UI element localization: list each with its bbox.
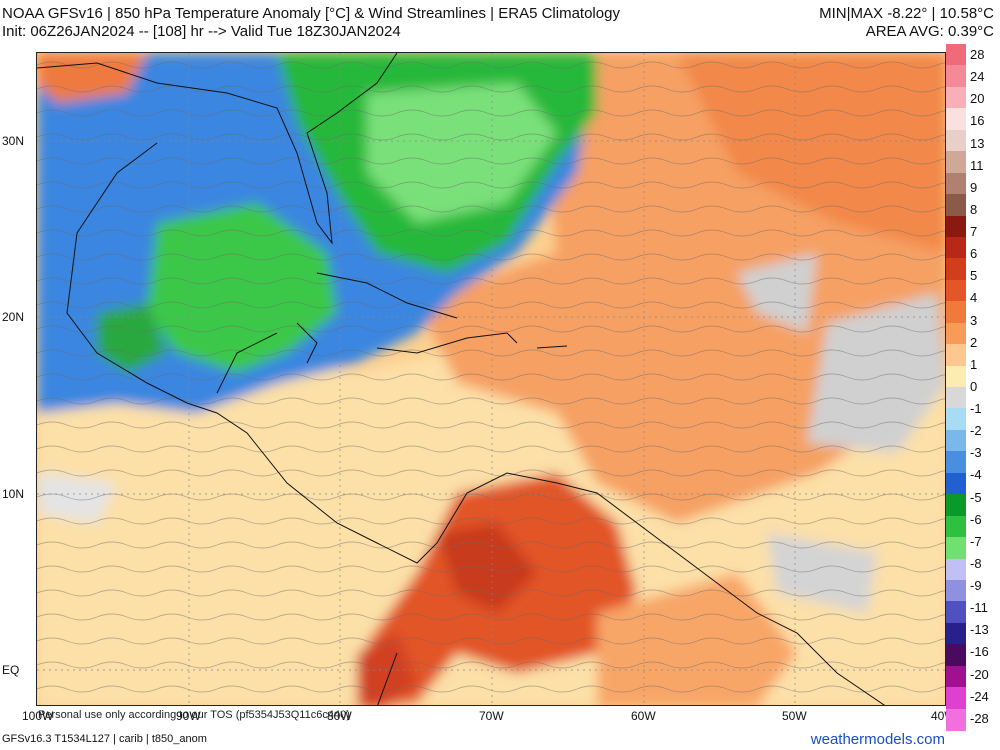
colorbar-swatch	[946, 644, 966, 667]
lon-label-90w: 90W	[176, 709, 201, 723]
lon-label-60w: 60W	[631, 709, 656, 723]
colorbar-label: -13	[970, 622, 989, 638]
colorbar-swatch	[946, 558, 966, 581]
colorbar-label: 16	[970, 113, 985, 129]
colorbar-swatch	[946, 579, 966, 602]
colorbar-label: 3	[970, 312, 978, 328]
colorbar-swatch	[946, 472, 966, 495]
colorbar-swatch	[946, 622, 966, 645]
model-info: GFSv16.3 T1534L127 | carib | t850_anom	[2, 733, 207, 745]
colorbar-swatch	[946, 322, 966, 345]
colorbar-swatch	[946, 129, 966, 152]
colorbar-label: -2	[970, 423, 982, 439]
colorbar-swatch	[946, 151, 966, 174]
colorbar-label: 8	[970, 201, 978, 217]
colorbar-swatch	[946, 515, 966, 538]
colorbar-swatch	[946, 344, 966, 367]
colorbar-label: 28	[970, 47, 985, 62]
colorbar-swatch	[946, 279, 966, 302]
colorbar-swatch	[946, 408, 966, 431]
colorbar-label: -7	[970, 533, 982, 549]
colorbar-swatch	[946, 258, 966, 281]
lat-label-20n: 20N	[2, 310, 25, 324]
colorbar-swatch	[946, 365, 966, 388]
colorbar-swatch	[946, 215, 966, 238]
colorbar-label: 6	[970, 246, 978, 262]
colorbar-label: 7	[970, 224, 978, 240]
colorbar-label: 20	[970, 91, 985, 107]
lon-label-50w: 50W	[782, 709, 807, 723]
colorbar-label: 13	[970, 135, 985, 151]
wind-streamlines	[37, 53, 945, 705]
colorbar-swatch	[946, 429, 966, 452]
colorbar-swatch	[946, 86, 966, 109]
map-title: NOAA GFSv16 | 850 hPa Temperature Anomal…	[2, 5, 620, 22]
init-valid-time: Init: 06Z26JAN2024 -- [108] hr --> Valid…	[2, 23, 401, 40]
colorbar-label: 9	[970, 179, 978, 195]
colorbar-label: -8	[970, 555, 982, 571]
lat-label-eq: EQ	[2, 663, 20, 677]
colorbar-swatch	[946, 65, 966, 88]
colorbar-label: -5	[970, 489, 982, 505]
colorbar-label: 11	[970, 157, 984, 173]
colorbar-swatch	[946, 108, 966, 131]
usage-notice: Personal use only according to our TOS (…	[38, 709, 350, 721]
colorbar-swatch	[946, 451, 966, 474]
colorbar-swatch	[946, 537, 966, 559]
colorbar-swatch	[946, 708, 966, 731]
colorbar-label: -16	[970, 644, 989, 660]
colorbar-swatch	[946, 665, 966, 688]
colorbar-label: 24	[970, 69, 985, 85]
anomaly-map	[36, 52, 946, 706]
colorbar-label: -1	[970, 401, 982, 417]
colorbar-label: -24	[970, 688, 989, 704]
colorbar-swatch	[946, 236, 966, 259]
lon-label-100w: 100W	[22, 709, 54, 723]
colorbar-swatch	[946, 301, 966, 324]
colorbar-label: -3	[970, 445, 982, 461]
lat-label-30n: 30N	[2, 134, 25, 148]
colorbar-label: -9	[970, 578, 982, 594]
area-average-readout: AREA AVG: 0.39°C	[865, 23, 994, 40]
lat-label-10n: 10N	[2, 487, 25, 501]
colorbar-label: 5	[970, 268, 978, 284]
colorbar-label: -11	[970, 600, 988, 616]
min-max-readout: MIN|MAX -8.22° | 10.58°C	[819, 5, 994, 22]
colorbar-label: -4	[970, 467, 982, 483]
lon-label-70w: 70W	[479, 709, 504, 723]
colorbar-swatch	[946, 194, 966, 216]
colorbar-swatch	[946, 172, 966, 195]
brand-link[interactable]: weathermodels.com	[810, 731, 945, 748]
colorbar-swatch	[946, 601, 966, 624]
colorbar-swatch	[946, 687, 966, 710]
coastlines	[37, 53, 885, 705]
lon-label-80w: 80W	[327, 709, 352, 723]
map-graphic	[37, 53, 945, 705]
colorbar-label: -6	[970, 511, 982, 527]
colorbar-label: 1	[970, 356, 978, 372]
graticule	[37, 53, 945, 705]
colorbar-label: 0	[970, 378, 978, 394]
colorbar-label: 4	[970, 290, 978, 306]
colorbar	[946, 44, 966, 731]
colorbar-label: 2	[970, 334, 978, 350]
colorbar-swatch	[946, 44, 966, 66]
colorbar-label: -28	[970, 710, 989, 726]
colorbar-swatch	[946, 494, 966, 517]
colorbar-swatch	[946, 387, 966, 409]
colorbar-label: -20	[970, 666, 989, 682]
